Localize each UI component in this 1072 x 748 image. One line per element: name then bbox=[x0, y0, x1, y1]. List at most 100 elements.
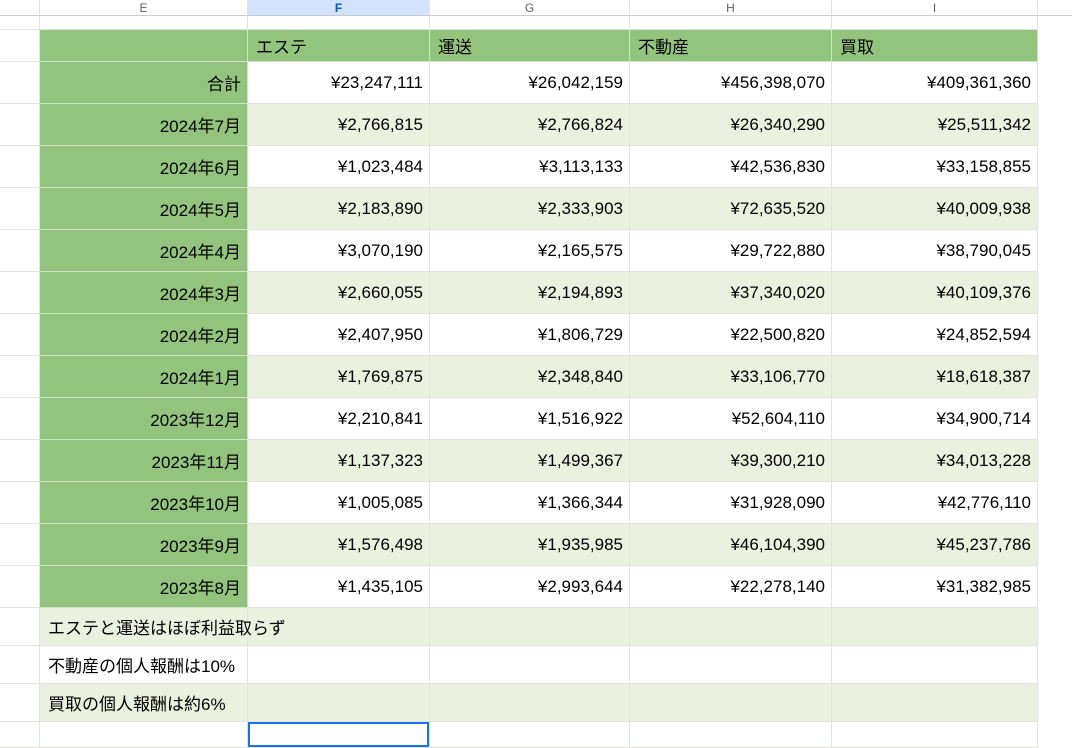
empty-cell[interactable] bbox=[40, 16, 248, 30]
value-cell[interactable]: ¥2,333,903 bbox=[430, 188, 630, 230]
month-label-cell[interactable]: 2023年8月 bbox=[40, 566, 248, 608]
month-label-cell[interactable]: 2024年3月 bbox=[40, 272, 248, 314]
row-header-stub[interactable] bbox=[0, 356, 40, 398]
value-cell[interactable]: ¥2,194,893 bbox=[430, 272, 630, 314]
column-header-I[interactable]: I bbox=[832, 0, 1038, 16]
empty-cell[interactable] bbox=[248, 16, 430, 30]
total-value-cell[interactable]: ¥409,361,360 bbox=[832, 62, 1038, 104]
empty-cell[interactable] bbox=[430, 646, 630, 684]
category-header-cell[interactable]: 買取 bbox=[832, 30, 1038, 62]
row-header-stub[interactable] bbox=[0, 146, 40, 188]
note-cell[interactable]: 買取の個人報酬は約6% bbox=[40, 684, 248, 722]
value-cell[interactable]: ¥33,106,770 bbox=[630, 356, 832, 398]
value-cell[interactable]: ¥34,013,228 bbox=[832, 440, 1038, 482]
value-cell[interactable]: ¥1,935,985 bbox=[430, 524, 630, 566]
value-cell[interactable]: ¥2,210,841 bbox=[248, 398, 430, 440]
value-cell[interactable]: ¥1,137,323 bbox=[248, 440, 430, 482]
empty-cell[interactable] bbox=[430, 16, 630, 30]
value-cell[interactable]: ¥1,005,085 bbox=[248, 482, 430, 524]
value-cell[interactable]: ¥37,340,020 bbox=[630, 272, 832, 314]
month-label-cell[interactable]: 2023年9月 bbox=[40, 524, 248, 566]
empty-cell[interactable] bbox=[832, 16, 1038, 30]
value-cell[interactable]: ¥1,516,922 bbox=[430, 398, 630, 440]
row-header-stub[interactable] bbox=[0, 62, 40, 104]
value-cell[interactable]: ¥45,237,786 bbox=[832, 524, 1038, 566]
total-value-cell[interactable]: ¥456,398,070 bbox=[630, 62, 832, 104]
month-label-cell[interactable]: 2024年7月 bbox=[40, 104, 248, 146]
value-cell[interactable]: ¥40,009,938 bbox=[832, 188, 1038, 230]
grid-cell[interactable] bbox=[1038, 104, 1072, 146]
value-cell[interactable]: ¥46,104,390 bbox=[630, 524, 832, 566]
grid-cell[interactable] bbox=[1038, 524, 1072, 566]
value-cell[interactable]: ¥1,769,875 bbox=[248, 356, 430, 398]
grid-cell[interactable] bbox=[1038, 62, 1072, 104]
value-cell[interactable]: ¥22,500,820 bbox=[630, 314, 832, 356]
value-cell[interactable]: ¥42,536,830 bbox=[630, 146, 832, 188]
row-header-stub[interactable] bbox=[0, 272, 40, 314]
grid-cell[interactable] bbox=[1038, 356, 1072, 398]
value-cell[interactable]: ¥1,366,344 bbox=[430, 482, 630, 524]
value-cell[interactable]: ¥2,766,815 bbox=[248, 104, 430, 146]
header-corner[interactable] bbox=[0, 0, 40, 16]
value-cell[interactable]: ¥1,023,484 bbox=[248, 146, 430, 188]
value-cell[interactable]: ¥2,165,575 bbox=[430, 230, 630, 272]
category-header-cell[interactable]: 運送 bbox=[430, 30, 630, 62]
row-header-stub[interactable] bbox=[0, 104, 40, 146]
month-label-cell[interactable]: 2024年5月 bbox=[40, 188, 248, 230]
value-cell[interactable]: ¥38,790,045 bbox=[832, 230, 1038, 272]
empty-cell[interactable] bbox=[248, 684, 430, 722]
empty-cell[interactable] bbox=[248, 608, 430, 646]
total-value-cell[interactable]: ¥26,042,159 bbox=[430, 62, 630, 104]
month-label-cell[interactable]: 2024年2月 bbox=[40, 314, 248, 356]
grid-cell[interactable] bbox=[1038, 608, 1072, 646]
value-cell[interactable]: ¥1,806,729 bbox=[430, 314, 630, 356]
grid-cell[interactable] bbox=[1038, 314, 1072, 356]
grid-cell[interactable] bbox=[1038, 684, 1072, 722]
month-label-cell[interactable]: 2023年11月 bbox=[40, 440, 248, 482]
row-header-stub[interactable] bbox=[0, 30, 40, 62]
row-header-stub[interactable] bbox=[0, 188, 40, 230]
value-cell[interactable]: ¥40,109,376 bbox=[832, 272, 1038, 314]
value-cell[interactable]: ¥26,340,290 bbox=[630, 104, 832, 146]
row-header-stub[interactable] bbox=[0, 646, 40, 684]
value-cell[interactable]: ¥2,407,950 bbox=[248, 314, 430, 356]
empty-cell[interactable] bbox=[832, 646, 1038, 684]
empty-cell[interactable] bbox=[832, 608, 1038, 646]
value-cell[interactable]: ¥22,278,140 bbox=[630, 566, 832, 608]
empty-cell[interactable] bbox=[40, 722, 248, 748]
empty-cell[interactable] bbox=[630, 608, 832, 646]
row-header-stub[interactable] bbox=[0, 722, 40, 748]
total-value-cell[interactable]: ¥23,247,111 bbox=[248, 62, 430, 104]
column-header-H[interactable]: H bbox=[630, 0, 832, 16]
grid-cell[interactable] bbox=[1038, 30, 1072, 62]
value-cell[interactable]: ¥3,113,133 bbox=[430, 146, 630, 188]
empty-cell[interactable] bbox=[430, 608, 630, 646]
value-cell[interactable]: ¥1,576,498 bbox=[248, 524, 430, 566]
value-cell[interactable]: ¥2,766,824 bbox=[430, 104, 630, 146]
empty-cell[interactable] bbox=[630, 646, 832, 684]
selected-cell[interactable] bbox=[248, 722, 430, 748]
note-cell[interactable]: 不動産の個人報酬は10% bbox=[40, 646, 248, 684]
grid-cell[interactable] bbox=[1038, 482, 1072, 524]
empty-cell[interactable] bbox=[832, 722, 1038, 748]
value-cell[interactable]: ¥34,900,714 bbox=[832, 398, 1038, 440]
grid-cell[interactable] bbox=[1038, 188, 1072, 230]
row-header-stub[interactable] bbox=[0, 440, 40, 482]
month-label-cell[interactable]: 2023年12月 bbox=[40, 398, 248, 440]
value-cell[interactable]: ¥2,660,055 bbox=[248, 272, 430, 314]
value-cell[interactable]: ¥1,435,105 bbox=[248, 566, 430, 608]
value-cell[interactable]: ¥33,158,855 bbox=[832, 146, 1038, 188]
row-header-stub[interactable] bbox=[0, 314, 40, 356]
value-cell[interactable]: ¥42,776,110 bbox=[832, 482, 1038, 524]
row-header-stub[interactable] bbox=[0, 524, 40, 566]
grid-cell[interactable] bbox=[1038, 230, 1072, 272]
grid-cell[interactable] bbox=[1038, 646, 1072, 684]
row-header-stub[interactable] bbox=[0, 608, 40, 646]
empty-cell[interactable] bbox=[248, 646, 430, 684]
empty-cell[interactable] bbox=[630, 684, 832, 722]
value-cell[interactable]: ¥31,382,985 bbox=[832, 566, 1038, 608]
row-header-stub[interactable] bbox=[0, 482, 40, 524]
value-cell[interactable]: ¥18,618,387 bbox=[832, 356, 1038, 398]
row-header-stub[interactable] bbox=[0, 16, 40, 30]
column-header-E[interactable]: E bbox=[40, 0, 248, 16]
